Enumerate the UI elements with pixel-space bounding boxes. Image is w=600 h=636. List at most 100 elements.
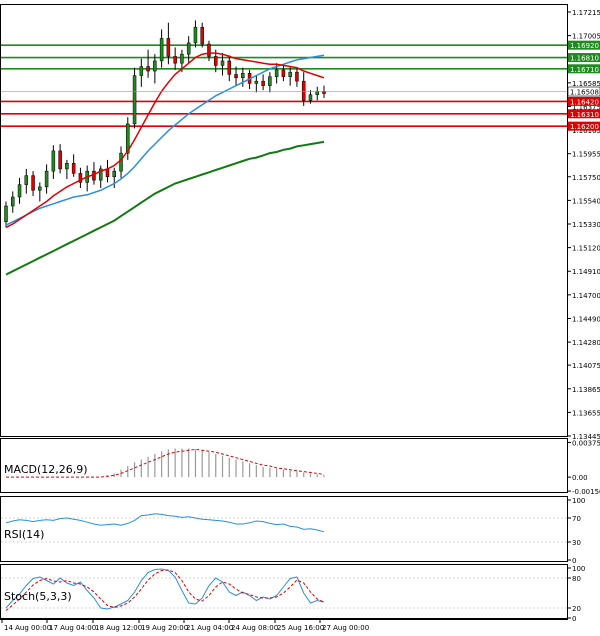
- price-tick-label: 1.13445: [572, 433, 600, 441]
- price-tick-label: 1.14910: [572, 268, 600, 276]
- candle-body: [180, 53, 184, 64]
- candle-body: [17, 184, 22, 198]
- time-tick-label: 14 Aug 00:00: [4, 624, 51, 632]
- stoch-panel-frame: [0, 564, 568, 619]
- support-level-label: 1.16200: [570, 123, 599, 131]
- candle-body: [288, 71, 292, 77]
- candle-body: [213, 56, 218, 66]
- price-tick-label: 1.14490: [572, 315, 600, 323]
- support-level-label-bg: [568, 109, 600, 119]
- price-panel-frame: [0, 4, 568, 437]
- time-tick-label: 19 Aug 20:00: [141, 624, 188, 632]
- price-tick-label: 1.17005: [572, 33, 600, 41]
- rsi-tick-label: 100: [572, 497, 585, 505]
- time-tick-label: 18 Aug 12:00: [95, 624, 142, 632]
- candle-body: [301, 80, 306, 101]
- candle-body: [38, 186, 42, 191]
- horizontal-levels: 1.16920 1.16810 1.16710 1.16420 1.16310 1.162…: [1, 40, 600, 131]
- candle-body: [98, 168, 103, 181]
- candle-body: [78, 173, 83, 183]
- support-level-label-bg: [568, 96, 600, 106]
- rsi-tick-label: 70: [572, 515, 581, 523]
- stoch-signal-line: [5, 569, 325, 611]
- candle-body: [112, 170, 117, 178]
- rsi-tick-label: 30: [572, 539, 581, 547]
- candle-body: [268, 76, 272, 86]
- macd-tick-label: -0.001508: [572, 488, 600, 496]
- candle-body: [4, 205, 8, 223]
- candle-body: [241, 73, 245, 79]
- stoch-tick-label: 100: [572, 565, 585, 573]
- candle-body: [261, 80, 265, 86]
- price-tick-label: 1.15750: [572, 174, 600, 182]
- candle-body: [200, 26, 204, 45]
- price-axis: 1.172151.170051.167951.165851.163751.161…: [567, 9, 600, 441]
- macd-tick-label: 0.003756: [572, 439, 600, 447]
- resistance-level-label: 1.16920: [570, 42, 599, 50]
- candle-body: [186, 42, 191, 55]
- macd-panel-frame: [0, 438, 568, 493]
- candle-body: [220, 60, 225, 66]
- price-tick-label: 1.16585: [572, 80, 600, 88]
- candle-body: [146, 66, 150, 72]
- resistance-level-label-bg: [568, 64, 600, 74]
- candle-body: [51, 150, 56, 172]
- candle-body: [139, 66, 144, 76]
- candle-body: [126, 123, 130, 154]
- rsi-tick-label: 0: [572, 557, 576, 565]
- candle-body: [105, 168, 110, 178]
- resistance-level-label: 1.16710: [570, 66, 599, 74]
- candle-body: [281, 69, 286, 77]
- ma-fast-line: [5, 52, 325, 229]
- support-level-label-bg: [568, 121, 600, 131]
- price-tick-label: 1.16165: [572, 127, 600, 135]
- rsi-title: RSI(14): [4, 528, 44, 541]
- candle-body: [65, 163, 69, 170]
- price-tick-label: 1.14075: [572, 362, 600, 370]
- price-tick-label: 1.17215: [572, 9, 600, 17]
- price-tick-label: 1.15120: [572, 245, 600, 253]
- support-level-label: 1.16420: [570, 98, 599, 106]
- stoch-tick-label: 0: [572, 615, 576, 623]
- price-tick-label: 1.15540: [572, 197, 600, 205]
- candle-body: [166, 38, 171, 57]
- price-tick-label: 1.16375: [572, 103, 600, 111]
- stoch-main-line: [5, 568, 325, 610]
- candle-body: [234, 74, 238, 79]
- time-tick-label: 17 Aug 04:00: [49, 624, 96, 632]
- price-tick-label: 1.15330: [572, 221, 600, 229]
- resistance-level-label-bg: [568, 53, 600, 63]
- candle-body: [193, 26, 198, 44]
- time-tick-label: 24 Aug 08:00: [231, 624, 278, 632]
- stoch-tick-label: 80: [572, 575, 581, 583]
- price-tick-label: 1.13865: [572, 386, 600, 394]
- price-tick-label: 1.14700: [572, 292, 600, 300]
- macd-panel: 0.003756 0.00 -0.001508: [6, 439, 600, 496]
- support-level-label: 1.16310: [570, 111, 599, 119]
- current-price-box: [567, 86, 600, 97]
- candle-body: [153, 60, 157, 72]
- macd-title: MACD(12,26,9): [4, 463, 88, 476]
- stoch-panel: 100 80 20 0: [1, 565, 585, 623]
- candle-body: [132, 75, 137, 125]
- rsi-panel: 100 70 30 0: [1, 497, 585, 565]
- candle-body: [11, 196, 15, 207]
- time-tick-label: 27 Aug 00:00: [322, 624, 369, 632]
- current-price-label: 1.16508: [570, 89, 599, 97]
- candle-body: [295, 71, 299, 82]
- candle-body: [207, 43, 211, 57]
- candle-body: [44, 170, 49, 188]
- ma-slow-line: [5, 140, 325, 276]
- price-tick-label: 1.15955: [572, 151, 600, 159]
- candle-body: [227, 60, 232, 75]
- price-tick-label: 1.14280: [572, 339, 600, 347]
- resistance-level-label-bg: [568, 40, 600, 50]
- stoch-title: Stoch(5,3,3): [4, 590, 72, 603]
- candle-body: [119, 152, 123, 172]
- moving-averages: [5, 52, 325, 276]
- candle-body: [58, 150, 62, 170]
- macd-signal-line: [6, 448, 325, 478]
- resistance-level-label: 1.16810: [570, 55, 599, 63]
